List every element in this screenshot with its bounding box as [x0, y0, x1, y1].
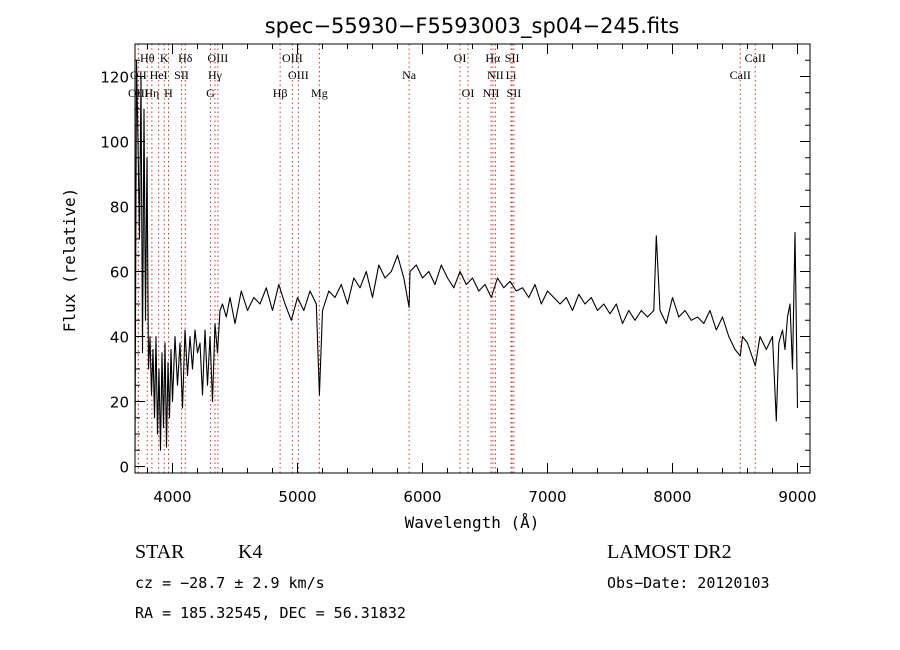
line-label: CaII [730, 68, 751, 82]
y-tick-label: 100 [100, 134, 129, 152]
sky-coordinates: RA = 185.32545, DEC = 56.31832 [135, 604, 406, 622]
line-label: Hη [144, 86, 159, 100]
x-tick-label: 9000 [778, 488, 816, 506]
line-label: Li [506, 68, 517, 82]
line-label: NII [483, 86, 500, 100]
x-tick-label: 6000 [403, 488, 441, 506]
spectral-line-labels: Hθ K Hδ OIII OIII OI Hα SII CaII OII HeI SII Hγ OIII N… [128, 51, 766, 100]
object-class: STAR [135, 541, 185, 563]
line-label: OI [462, 86, 475, 100]
line-label: Mg [311, 86, 328, 100]
spectrum-trace [134, 59, 799, 451]
y-tick-label: 40 [110, 329, 129, 347]
line-label: Hγ [208, 68, 223, 82]
line-label: OI [454, 51, 467, 65]
line-label: HeI [150, 68, 168, 82]
line-label: SII [174, 68, 189, 82]
y-tick-label: 20 [110, 394, 129, 412]
line-label: H [164, 86, 173, 100]
spectral-line-markers [137, 44, 756, 473]
line-label: K [160, 51, 169, 65]
observation-date: Obs−Date: 20120103 [607, 574, 770, 592]
line-label: OIII [288, 68, 309, 82]
y-axis: 0 20 40 60 80 100 120 [100, 59, 810, 477]
redshift-velocity: cz = −28.7 ± 2.9 km/s [135, 574, 325, 592]
y-tick-label: 80 [110, 199, 129, 217]
line-label: Hβ [273, 86, 288, 100]
line-label: NII [487, 68, 504, 82]
line-label: OIII [282, 51, 303, 65]
chart-title: spec−55930−F5593003_sp04−245.fits [265, 14, 680, 39]
y-tick-label: 120 [100, 69, 129, 87]
line-label: OIII [128, 86, 149, 100]
line-label: SII [505, 51, 520, 65]
y-axis-label: Flux (relative) [60, 188, 79, 333]
line-label: Hθ [140, 51, 155, 65]
x-axis-label: Wavelength (Å) [405, 513, 540, 532]
line-label: G [206, 86, 215, 100]
line-label: OII [130, 68, 147, 82]
line-label: Na [402, 68, 417, 82]
x-tick-label: 4000 [153, 488, 191, 506]
x-tick-label: 5000 [278, 488, 316, 506]
y-tick-label: 60 [110, 264, 129, 282]
y-tick-label: 0 [119, 459, 129, 477]
line-label: OIII [208, 51, 229, 65]
x-tick-label: 8000 [653, 488, 691, 506]
line-label: SII [507, 86, 522, 100]
x-axis: 4000 5000 6000 7000 8000 9000 [147, 44, 817, 506]
line-label: Hα [485, 51, 501, 65]
plot-frame [134, 43, 811, 474]
x-tick-label: 7000 [528, 488, 566, 506]
survey-name: LAMOST DR2 [607, 541, 732, 563]
line-label: Hδ [178, 51, 193, 65]
line-label: CaII [745, 51, 766, 65]
object-subclass: K4 [238, 541, 263, 563]
